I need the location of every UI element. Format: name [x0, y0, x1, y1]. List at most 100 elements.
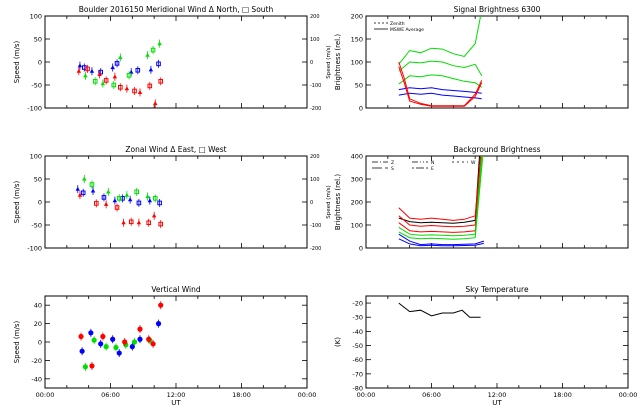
background-legend-label: E: [431, 166, 434, 172]
meridional-frame: [44, 15, 308, 109]
vertical-xtick-label: 00:00: [36, 391, 55, 399]
background-series-line: [398, 156, 482, 228]
vertical-ytick-label: -40: [31, 375, 42, 383]
vertical-ytick-label: 40: [34, 302, 42, 310]
signal-ylabel: Brightness (rel.): [334, 34, 342, 90]
meridional-rtick-label: -200: [310, 106, 321, 112]
zonal-plot-area: [75, 175, 164, 229]
zonal-point-triangle: [127, 197, 133, 202]
vertical-ytick-label: -20: [31, 357, 42, 365]
zonal-ylabel-right: Speed (m/s): [326, 185, 332, 218]
meridional-rtick-label: 0: [310, 60, 313, 66]
skytemp-ytick-label: -70: [352, 370, 363, 378]
vertical-point: [158, 302, 164, 308]
signal-title: Signal Brightness 6300: [454, 5, 541, 14]
zonal-frame: [44, 155, 308, 249]
vertical-xtick-label: 00:00: [298, 391, 317, 399]
meridional-point-square: [126, 73, 132, 78]
zonal-point-triangle: [82, 176, 87, 181]
meridional-point-square: [114, 61, 120, 66]
vertical-frame: [44, 295, 308, 389]
signal-series-line: [398, 61, 483, 107]
zonal-ytick-label: 0: [38, 199, 42, 207]
skytemp-xtick-label: 06:00: [422, 391, 441, 399]
skytemp-xtick-label: 00:00: [619, 391, 638, 399]
background-series-line: [398, 156, 483, 237]
meridional-point-triangle: [137, 89, 143, 94]
meridional-ylabel-right: Speed (m/s): [326, 45, 332, 78]
signal-series-line: [398, 16, 482, 65]
zonal-ytick-label: 50: [34, 176, 42, 184]
signal-series-line: [398, 87, 482, 94]
meridional-point-square: [92, 79, 98, 84]
meridional-point-square: [147, 83, 153, 89]
vertical-point: [82, 364, 88, 370]
zonal-point-triangle: [90, 188, 96, 193]
zonal-point-triangle: [75, 186, 80, 191]
zonal-point-triangle: [106, 189, 111, 194]
zonal-point-square: [116, 196, 122, 201]
zonal-point-square: [89, 182, 95, 187]
zonal-point-triangle: [147, 198, 152, 203]
vertical-point: [131, 339, 138, 345]
meridional-ytick-label: 0: [38, 59, 42, 67]
meridional-point-triangle: [110, 65, 115, 70]
signal-ytick-label: 50: [355, 82, 363, 90]
zonal-point-triangle: [145, 194, 150, 199]
vertical-title: Vertical Wind: [151, 285, 201, 294]
vertical-xtick-label: 06:00: [101, 391, 120, 399]
vertical-ylabel: Speed (m/s): [13, 321, 21, 364]
zonal-point-triangle: [77, 192, 83, 197]
zonal-point-triangle: [124, 192, 130, 197]
background-ylabel: Brightness (rel.): [334, 174, 342, 230]
meridional-point-triangle: [83, 73, 88, 78]
vertical-point: [88, 330, 94, 336]
meridional-point-square: [135, 67, 141, 73]
zonal-rtick-label: 0: [310, 200, 313, 206]
skytemp-ytick-label: -60: [352, 356, 363, 364]
signal-series-line: [398, 66, 483, 107]
zonal-point-square: [136, 200, 142, 206]
skytemp-ytick-label: -20: [352, 300, 363, 308]
vertical-xtick-label: 12:00: [167, 391, 186, 399]
vertical-xtick-label: 18:00: [232, 391, 251, 399]
meridional-point-triangle: [124, 86, 130, 91]
background-title: Background Brightness: [453, 145, 540, 154]
meridional-point-triangle: [112, 74, 118, 79]
background-legend-label: Z: [391, 160, 394, 166]
meridional-plot-area: [76, 39, 164, 108]
background-series-line: [398, 156, 480, 224]
zonal-point-triangle: [121, 220, 126, 225]
vertical-point: [150, 341, 156, 347]
signal-series-line: [398, 92, 482, 100]
skytemp-xtick-label: 18:00: [553, 391, 572, 399]
zonal-ytick-label: -50: [31, 222, 42, 230]
meridional-ytick-label: 100: [30, 13, 42, 21]
zonal-point-square: [157, 200, 162, 206]
signal-ytick-label: 200: [351, 13, 363, 21]
zonal-rtick-label: -200: [310, 246, 321, 252]
zonal-point-triangle: [151, 213, 157, 218]
skytemp-ylabel: (K): [334, 337, 342, 347]
meridional-rtick-label: -100: [310, 83, 321, 89]
zonal-point-square: [114, 205, 120, 210]
zonal-rtick-label: 200: [310, 154, 320, 160]
zonal-point-triangle: [112, 198, 118, 203]
skytemp-plot-area: [398, 302, 481, 318]
meridional-point-triangle: [76, 68, 82, 73]
meridional-point-square: [132, 88, 137, 94]
meridional-point-square: [156, 61, 161, 67]
background-frame: [365, 155, 629, 249]
skytemp-ytick-label: -30: [352, 314, 363, 322]
zonal-ytick-label: 100: [30, 153, 42, 161]
vertical-point: [155, 321, 162, 327]
meridional-rtick-label: 100: [310, 37, 320, 43]
meridional-ytick-label: -100: [27, 105, 42, 113]
meridional-point-triangle: [77, 63, 83, 68]
meridional-point-triangle: [145, 52, 150, 57]
zonal-point-square: [146, 220, 152, 225]
meridional-point-square: [150, 47, 156, 53]
background-ytick-label: 400: [351, 153, 363, 161]
vertical-point: [100, 333, 106, 340]
